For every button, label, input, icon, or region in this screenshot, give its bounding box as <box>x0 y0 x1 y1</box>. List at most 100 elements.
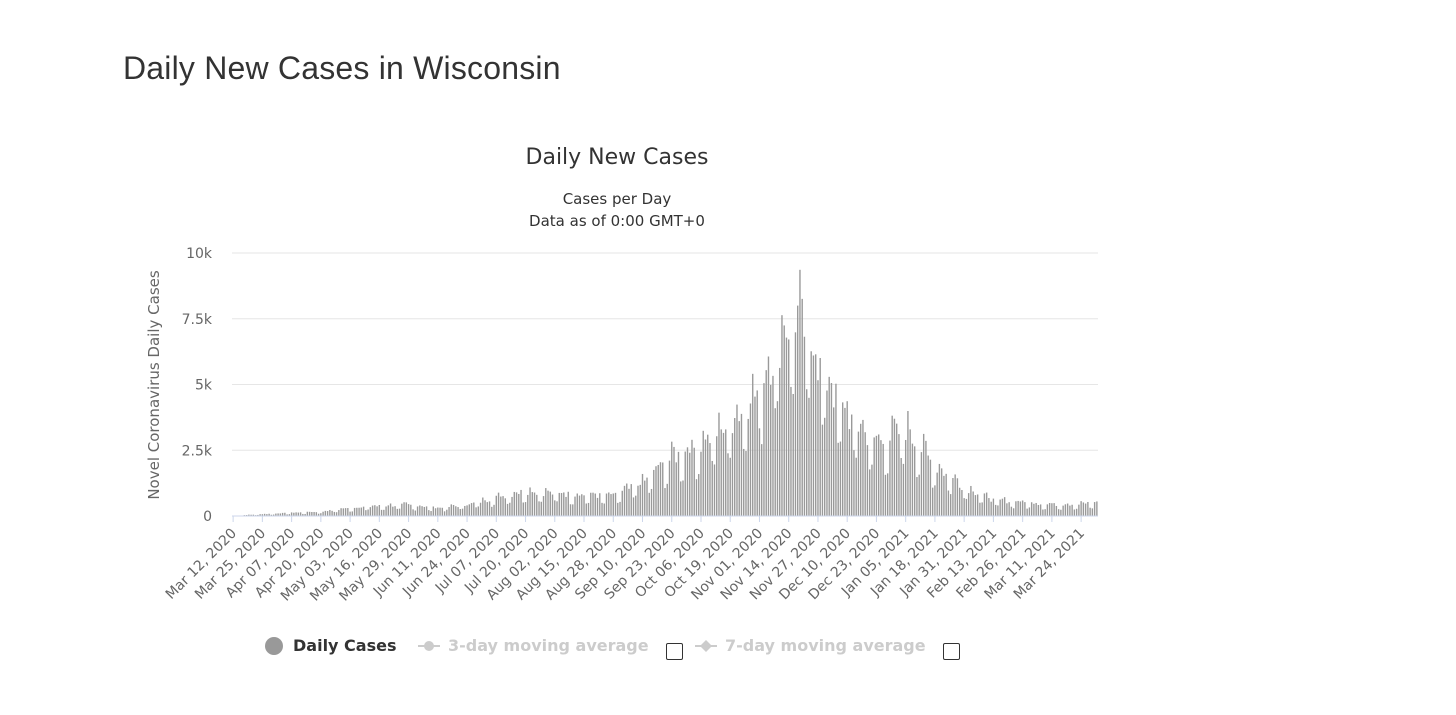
bar[interactable] <box>257 514 259 516</box>
bar[interactable] <box>536 494 538 516</box>
bar[interactable] <box>477 506 479 516</box>
bar[interactable] <box>693 447 695 516</box>
bar[interactable] <box>754 396 756 516</box>
bar[interactable] <box>306 511 309 516</box>
bar[interactable] <box>1001 498 1004 516</box>
bar[interactable] <box>533 492 536 516</box>
bar[interactable] <box>893 418 896 516</box>
bar[interactable] <box>531 492 533 516</box>
bar[interactable] <box>470 503 473 516</box>
bar[interactable] <box>698 474 700 516</box>
bar[interactable] <box>862 419 864 516</box>
bar[interactable] <box>641 473 644 516</box>
bar[interactable] <box>545 488 547 516</box>
bar[interactable] <box>572 504 574 516</box>
bar[interactable] <box>430 511 432 516</box>
bar[interactable] <box>801 298 803 516</box>
bar[interactable] <box>1033 503 1035 516</box>
bar[interactable] <box>945 473 947 516</box>
bar[interactable] <box>585 503 587 517</box>
bar[interactable] <box>722 432 725 516</box>
bar[interactable] <box>396 508 399 516</box>
bar[interactable] <box>329 509 331 516</box>
bar[interactable] <box>765 370 767 516</box>
bar[interactable] <box>1037 505 1040 516</box>
bar[interactable] <box>700 451 702 516</box>
bar[interactable] <box>671 441 673 516</box>
bar[interactable] <box>979 502 981 516</box>
bar[interactable] <box>250 514 252 516</box>
bar[interactable] <box>547 490 549 516</box>
bar[interactable] <box>1015 501 1017 516</box>
bar[interactable] <box>619 501 621 516</box>
bar[interactable] <box>596 497 599 516</box>
bar[interactable] <box>297 512 300 516</box>
bar[interactable] <box>569 504 572 516</box>
bar[interactable] <box>502 496 504 516</box>
bar[interactable] <box>365 510 367 516</box>
bar[interactable] <box>727 453 729 516</box>
bar[interactable] <box>398 508 401 516</box>
bar[interactable] <box>1078 504 1080 516</box>
bar[interactable] <box>326 511 329 516</box>
bar[interactable] <box>590 492 592 516</box>
bar[interactable] <box>360 507 363 516</box>
bar[interactable] <box>911 443 914 516</box>
bar[interactable] <box>439 507 441 516</box>
bar[interactable] <box>725 429 727 516</box>
bar[interactable] <box>578 495 581 516</box>
bar[interactable] <box>1010 506 1013 516</box>
bar[interactable] <box>389 503 392 517</box>
bar[interactable] <box>448 507 450 516</box>
bar[interactable] <box>904 439 907 516</box>
bar[interactable] <box>877 434 880 516</box>
bar[interactable] <box>860 423 862 516</box>
bar[interactable] <box>1028 507 1031 516</box>
bar[interactable] <box>524 502 527 516</box>
bar[interactable] <box>293 512 295 516</box>
bar[interactable] <box>295 512 297 516</box>
bar[interactable] <box>419 505 421 516</box>
bar[interactable] <box>1019 501 1022 516</box>
bar[interactable] <box>846 401 848 516</box>
bar[interactable] <box>837 442 839 516</box>
bar[interactable] <box>1039 504 1042 516</box>
bar[interactable] <box>961 490 963 516</box>
bar[interactable] <box>466 505 468 516</box>
bar[interactable] <box>677 451 680 516</box>
bar[interactable] <box>815 354 817 516</box>
bar[interactable] <box>970 485 972 516</box>
bar[interactable] <box>830 383 833 516</box>
bar[interactable] <box>833 407 835 516</box>
bar[interactable] <box>1087 501 1089 516</box>
bar[interactable] <box>949 494 952 516</box>
bar[interactable] <box>981 502 983 516</box>
bar[interactable] <box>610 494 612 516</box>
bar[interactable] <box>704 439 707 516</box>
bar[interactable] <box>1093 502 1096 516</box>
bar[interactable] <box>763 383 765 516</box>
bar[interactable] <box>279 513 282 516</box>
bar[interactable] <box>740 413 743 516</box>
bar[interactable] <box>871 464 873 516</box>
checkbox-7day-average[interactable] <box>943 643 960 660</box>
bar[interactable] <box>479 502 482 516</box>
bar[interactable] <box>270 514 273 516</box>
bar[interactable] <box>383 509 385 516</box>
bar[interactable] <box>551 494 554 516</box>
bar[interactable] <box>540 501 542 516</box>
bar[interactable] <box>1080 501 1082 516</box>
bar[interactable] <box>1055 505 1058 516</box>
bar[interactable] <box>781 315 783 516</box>
bar[interactable] <box>997 505 999 516</box>
bar[interactable] <box>556 501 558 516</box>
bar[interactable] <box>920 452 923 516</box>
bar[interactable] <box>1082 502 1085 516</box>
bar[interactable] <box>655 466 657 516</box>
bar[interactable] <box>527 494 529 516</box>
bar[interactable] <box>542 496 545 516</box>
bar[interactable] <box>529 487 531 516</box>
bar[interactable] <box>387 505 390 516</box>
bar[interactable] <box>605 493 608 516</box>
bar[interactable] <box>475 507 477 516</box>
